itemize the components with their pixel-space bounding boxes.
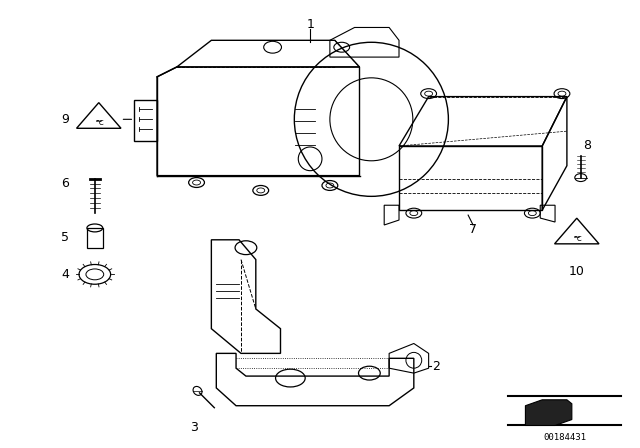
Text: 7: 7 [469,224,477,237]
Text: 9: 9 [61,113,69,126]
Text: 00184431: 00184431 [543,433,586,442]
Text: ~: ~ [95,117,103,127]
Text: 3: 3 [189,421,198,434]
Text: 2: 2 [433,360,440,373]
Text: 8: 8 [582,139,591,152]
Polygon shape [525,400,572,426]
Text: ℃: ℃ [573,236,580,242]
Text: 10: 10 [569,265,585,278]
Text: 4: 4 [61,268,69,281]
Text: ~: ~ [573,233,581,243]
Text: 1: 1 [306,18,314,31]
Text: ℃: ℃ [95,120,102,126]
Text: 6: 6 [61,177,69,190]
Text: 5: 5 [61,231,69,244]
